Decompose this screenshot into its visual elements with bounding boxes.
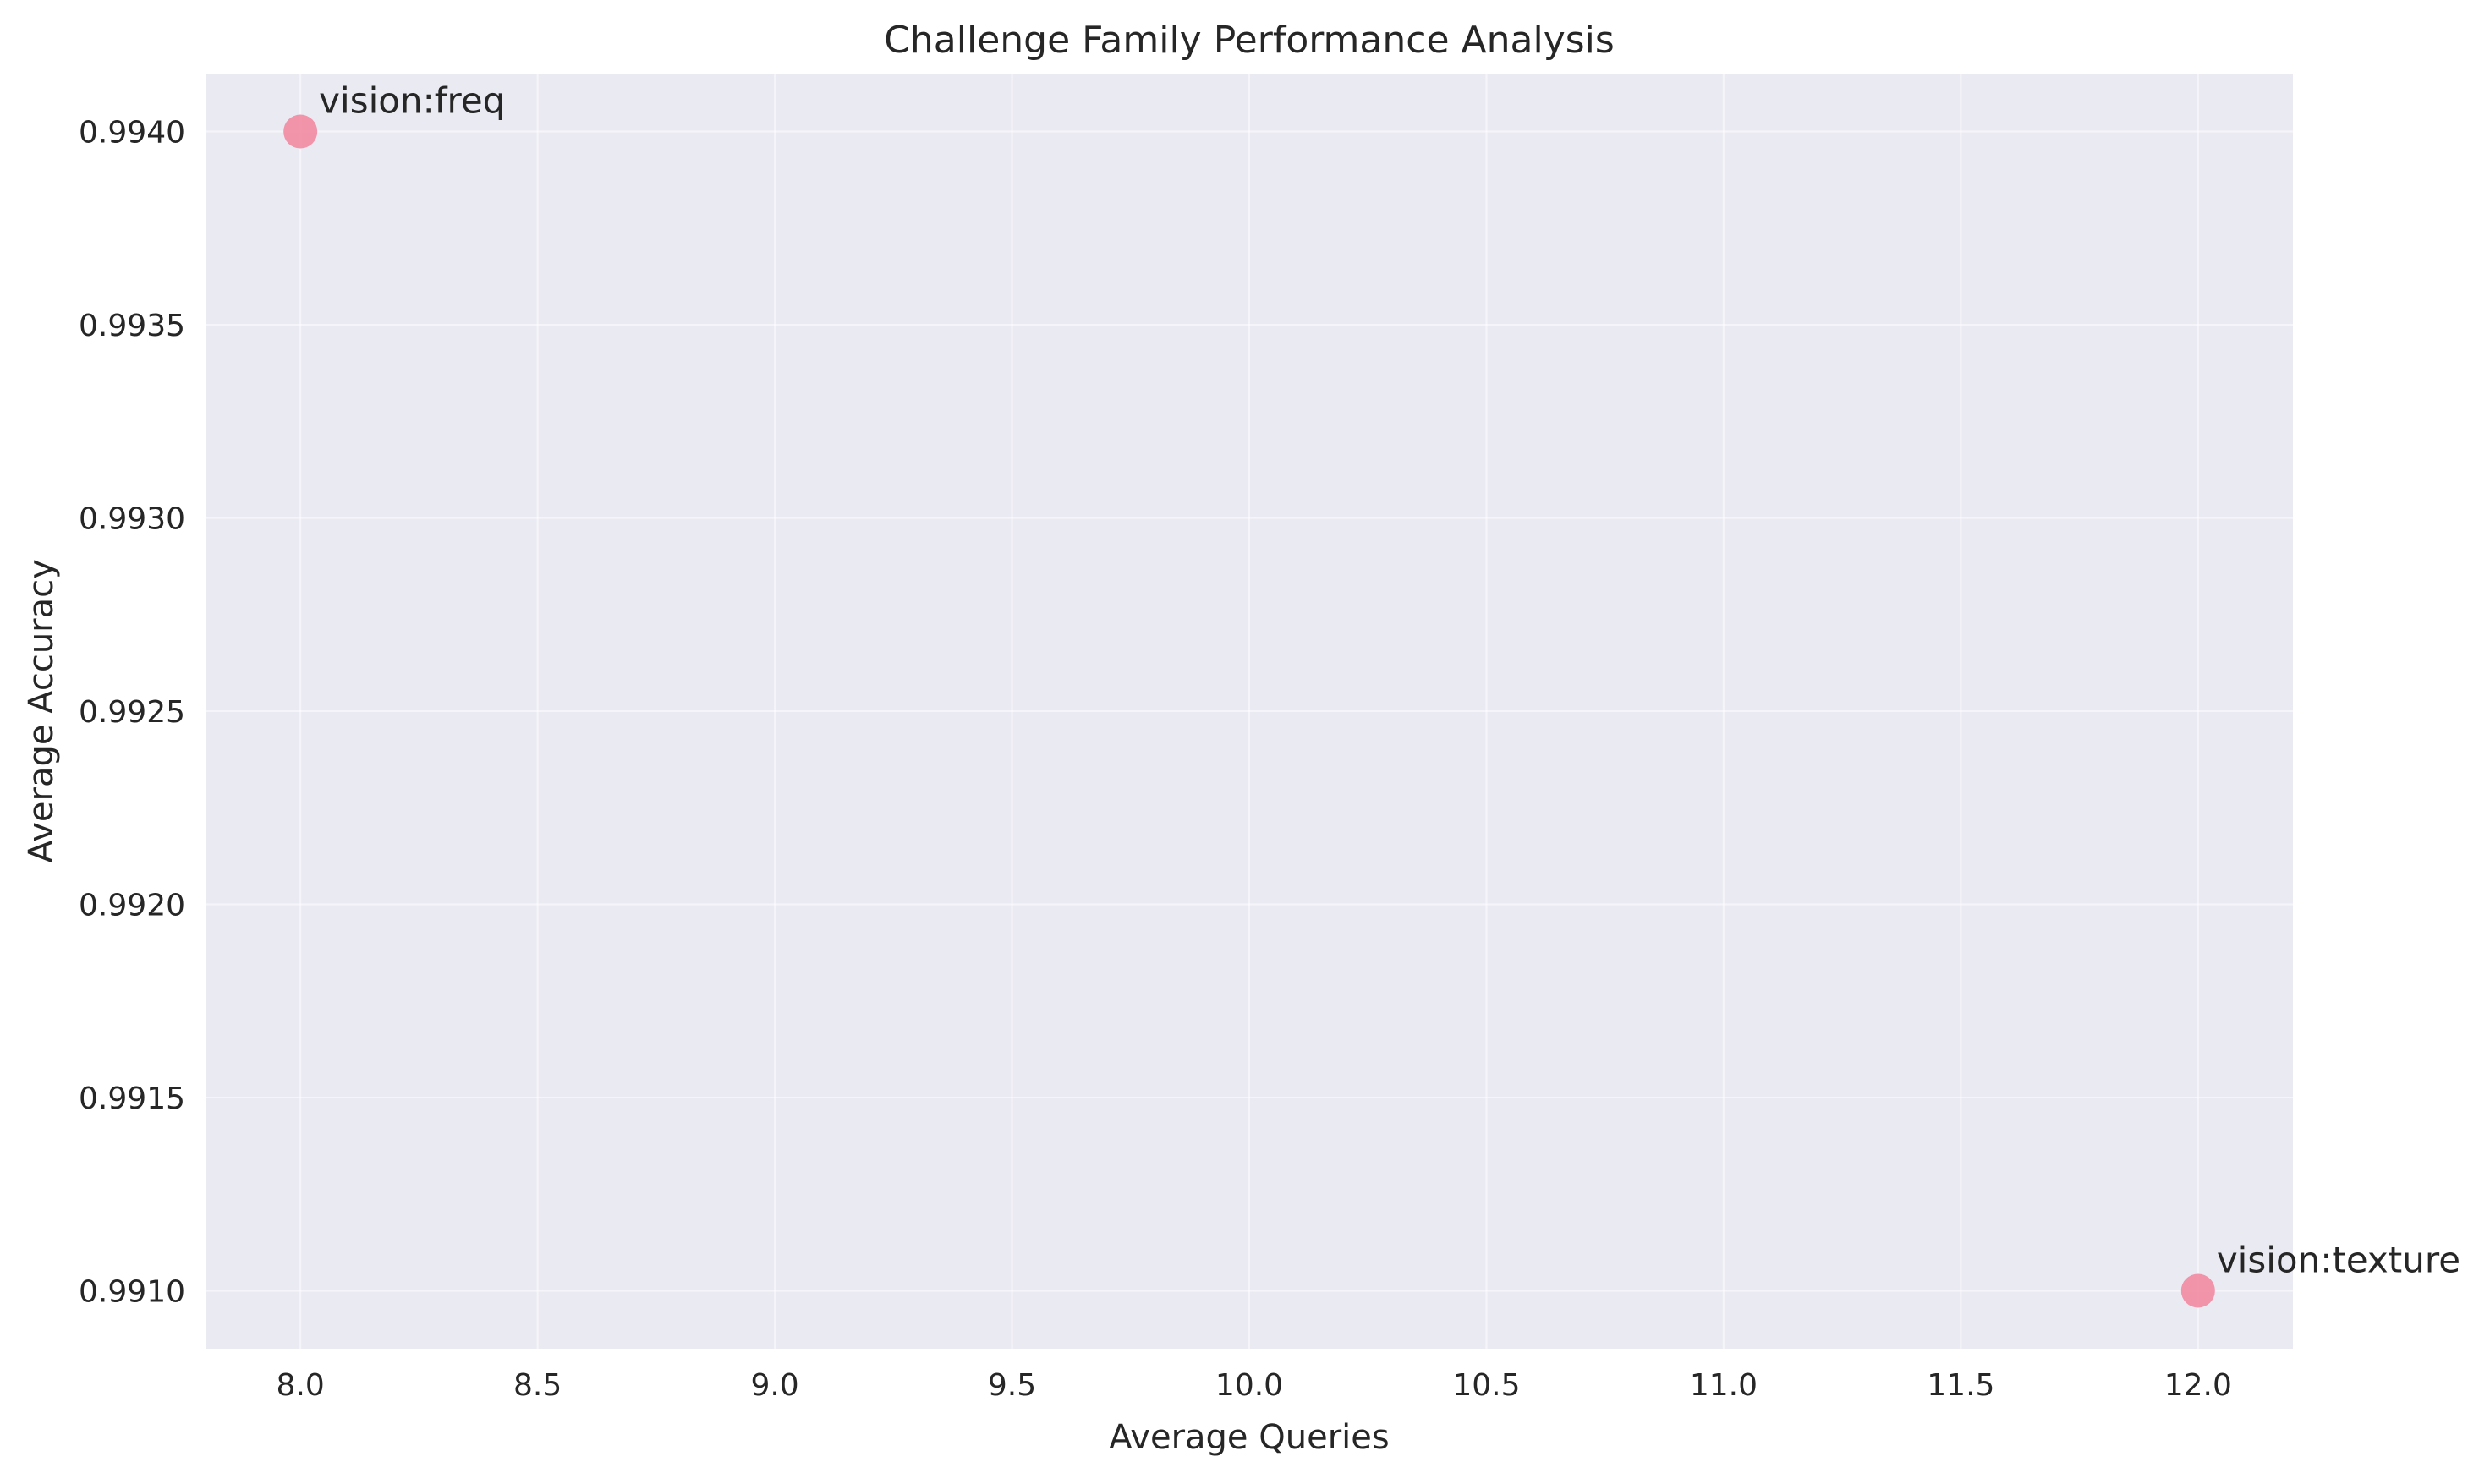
data-points (283, 114, 2215, 1308)
x-tick-label: 12.0 (2164, 1368, 2232, 1403)
x-tick-label: 9.0 (750, 1368, 798, 1403)
point-annotation: vision:freq (319, 80, 505, 122)
y-tick-label: 0.9920 (79, 888, 185, 923)
x-tick-label: 11.5 (1927, 1368, 1994, 1403)
point-annotation: vision:texture (2217, 1239, 2460, 1280)
y-tick-label: 0.9915 (79, 1082, 185, 1116)
y-tick-label: 0.9935 (79, 309, 185, 343)
point-annotations: vision:freq vision:texture (319, 80, 2460, 1281)
y-tick-label: 0.9930 (79, 502, 185, 537)
x-tick-label: 11.0 (1690, 1368, 1758, 1403)
y-axis-ticks: 0.9910 0.9915 0.9920 0.9925 0.9930 0.9935 0.99… (79, 116, 185, 1310)
x-axis-ticks: 8.0 8.5 9.0 9.5 10.0 10.5 11.0 11.5 12.0 (277, 1368, 2232, 1403)
chart-title: Challenge Family Performance Analysis (884, 19, 1615, 62)
y-tick-label: 0.9925 (79, 695, 185, 730)
x-tick-label: 10.0 (1215, 1368, 1283, 1403)
x-axis-label: Average Queries (1109, 1418, 1389, 1457)
x-tick-label: 9.5 (988, 1368, 1036, 1403)
data-point (283, 114, 318, 149)
y-tick-label: 0.9910 (79, 1274, 185, 1309)
y-tick-label: 0.9940 (79, 116, 185, 151)
x-tick-label: 8.5 (513, 1368, 562, 1403)
x-tick-label: 10.5 (1452, 1368, 1520, 1403)
x-tick-label: 8.0 (277, 1368, 325, 1403)
data-point (2180, 1273, 2215, 1308)
grid-layer (206, 74, 2293, 1349)
y-axis-label: Average Accuracy (22, 559, 61, 863)
